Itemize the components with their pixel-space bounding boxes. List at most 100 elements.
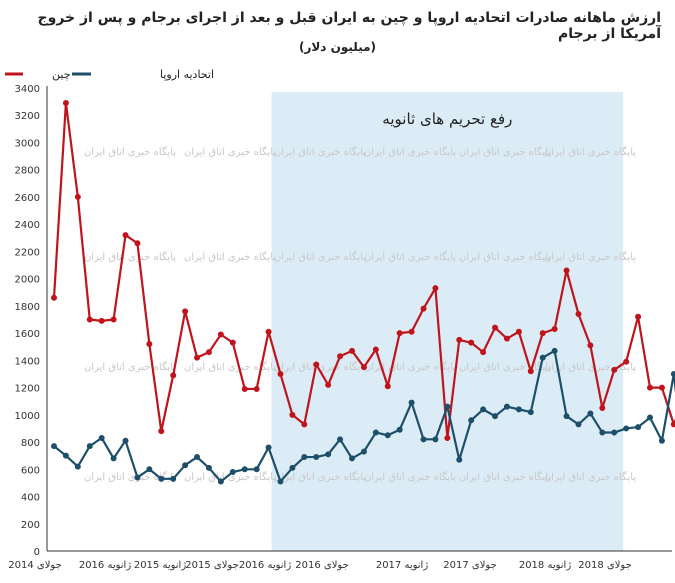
y-tick-label: 3200 [15, 111, 40, 122]
y-tick-label: 2400 [15, 220, 40, 231]
y-tick-label: 800 [21, 438, 40, 449]
data-point-china [587, 342, 594, 349]
x-tick-label: ژانویه 2015 [134, 560, 187, 571]
data-point-eu [468, 417, 475, 424]
data-point-china [158, 428, 165, 435]
data-point-china [205, 349, 212, 356]
watermark-text: پایگاه خبری اتاق ایران [274, 251, 366, 263]
data-point-china [182, 308, 189, 315]
data-point-china [74, 193, 81, 200]
data-point-china [551, 326, 558, 333]
watermark-text: پایگاه خبری اتاق ایران [364, 361, 456, 373]
data-point-eu [253, 466, 260, 473]
data-point-china [146, 341, 153, 348]
data-point-china [62, 99, 69, 106]
data-point-eu [480, 406, 487, 413]
data-point-eu [217, 478, 224, 485]
data-point-eu [122, 437, 129, 444]
data-point-china [492, 324, 499, 331]
watermark-text: پایگاه خبری اتاق ایران [84, 361, 176, 373]
data-point-eu [432, 436, 439, 443]
data-point-china [253, 385, 260, 392]
chart-title: ارزش ماهانه صادرات اتحادیه اروپا و چین ب… [37, 10, 661, 42]
data-point-china [503, 335, 510, 342]
data-point-china [301, 421, 308, 428]
x-tick-label: جولای 2017 [443, 560, 497, 571]
y-tick-label: 1600 [15, 329, 40, 340]
watermark-text: پایگاه خبری اتاق ایران [459, 146, 551, 158]
data-point-eu [74, 463, 81, 470]
y-tick-label: 0 [34, 547, 40, 558]
x-tick-label: ژانویه 2016 [239, 560, 292, 571]
watermark-text: پایگاه خبری اتاق ایران [459, 251, 551, 263]
data-point-china [575, 311, 582, 318]
data-point-china [313, 361, 320, 368]
legend-label-eu: اتحادیه اروپا [160, 68, 214, 81]
data-point-china [456, 336, 463, 343]
data-point-china [360, 364, 367, 371]
watermark-text: پایگاه خبری اتاق ایران [84, 146, 176, 158]
data-point-china [647, 384, 654, 391]
data-point-eu [456, 456, 463, 463]
data-point-eu [503, 403, 510, 410]
watermark-text: پایگاه خبری اتاق ایران [544, 146, 636, 158]
data-point-eu [337, 436, 344, 443]
data-point-eu [658, 437, 665, 444]
data-point-eu [86, 443, 93, 450]
data-point-eu [313, 454, 320, 461]
watermark-text: پایگاه خبری اتاق ایران [364, 471, 456, 483]
data-point-china [337, 353, 344, 360]
data-point-eu [158, 475, 165, 482]
data-point-eu [194, 454, 201, 461]
y-tick-label: 1400 [15, 356, 40, 367]
data-point-china [122, 232, 129, 239]
data-point-eu [527, 409, 534, 416]
data-point-eu [170, 475, 177, 482]
data-point-china [372, 346, 379, 353]
data-point-china [396, 330, 403, 337]
data-point-eu [492, 413, 499, 420]
data-point-eu [551, 347, 558, 354]
y-tick-label: 2000 [15, 275, 40, 286]
data-point-eu [301, 454, 308, 461]
y-tick-label: 2600 [15, 193, 40, 204]
watermark-text: پایگاه خبری اتاق ایران [274, 361, 366, 373]
data-point-eu [575, 421, 582, 428]
data-point-eu [611, 429, 618, 436]
y-tick-label: 3000 [15, 138, 40, 149]
data-point-eu [182, 462, 189, 469]
data-point-eu [134, 474, 141, 481]
data-point-eu [62, 452, 69, 459]
data-point-eu [98, 434, 105, 441]
data-point-eu [635, 424, 642, 431]
data-point-eu [647, 414, 654, 421]
watermark-text: پایگاه خبری اتاق ایران [84, 471, 176, 483]
data-point-china [563, 267, 570, 274]
data-point-china [444, 434, 451, 441]
y-tick-label: 200 [21, 520, 40, 531]
data-point-eu [277, 478, 284, 485]
x-tick-label: ژانویه 2018 [519, 560, 572, 571]
y-tick-label: 600 [21, 465, 40, 476]
y-tick-label: 1200 [15, 384, 40, 395]
data-point-eu [396, 426, 403, 433]
watermark-text: پایگاه خبری اتاق ایران [184, 361, 276, 373]
legend-label-china: چین [52, 68, 71, 81]
data-point-china [408, 328, 415, 335]
data-point-china [480, 349, 487, 356]
watermark-text: پایگاه خبری اتاق ایران [459, 471, 551, 483]
watermark-text: پایگاه خبری اتاق ایران [274, 146, 366, 158]
data-point-eu [384, 432, 391, 439]
watermark-text: پایگاه خبری اتاق ایران [544, 251, 636, 263]
data-point-eu [360, 448, 367, 455]
data-point-eu [241, 466, 248, 473]
watermark-text: پایگاه خبری اتاق ایران [84, 251, 176, 263]
x-tick-label: جولای 2015 [185, 560, 239, 571]
data-point-eu [539, 354, 546, 361]
data-point-eu [623, 425, 630, 432]
data-point-eu [265, 444, 272, 451]
data-point-china [265, 328, 272, 335]
sanctions-lifted-band [271, 92, 624, 551]
data-point-china [611, 366, 618, 373]
